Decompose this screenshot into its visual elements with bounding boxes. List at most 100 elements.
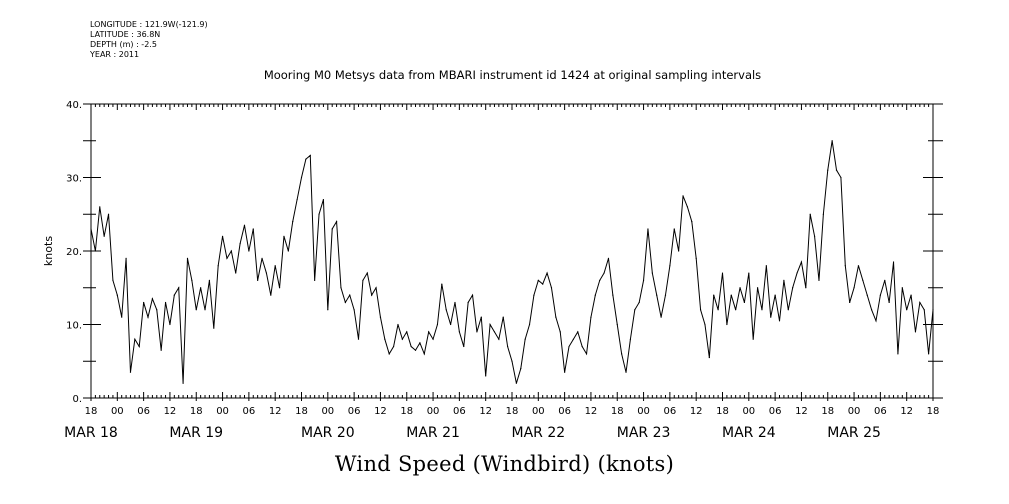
data-point xyxy=(923,309,925,311)
x-tick-label: 18 xyxy=(506,406,519,417)
data-point xyxy=(695,257,697,259)
data-point xyxy=(432,338,434,340)
data-point xyxy=(844,265,846,267)
data-point xyxy=(498,338,500,340)
data-point xyxy=(875,320,877,322)
data-point xyxy=(783,279,785,281)
data-point xyxy=(840,176,842,179)
data-point xyxy=(520,368,522,370)
data-point xyxy=(103,235,105,237)
x-tick-label: 12 xyxy=(269,406,282,417)
data-point xyxy=(414,349,417,351)
data-point xyxy=(195,309,197,311)
data-point xyxy=(835,169,838,171)
data-point xyxy=(507,345,509,348)
data-point xyxy=(217,265,219,267)
wind-speed-series-line xyxy=(90,140,934,384)
data-point xyxy=(765,265,767,267)
metadata-block: LONGITUDE : 121.9W(-121.9) LATITUDE : 36… xyxy=(90,20,208,60)
data-point xyxy=(879,294,881,296)
data-point xyxy=(568,345,570,348)
data-point xyxy=(485,375,487,377)
data-point xyxy=(397,323,399,326)
data-point xyxy=(673,228,675,230)
data-point xyxy=(375,287,377,289)
data-point xyxy=(621,353,623,355)
x-tick-label: 12 xyxy=(585,406,598,417)
data-point xyxy=(335,221,338,223)
data-point xyxy=(134,338,136,340)
x-day-label: MAR 21 xyxy=(406,425,460,441)
y-tick-label: 40. xyxy=(66,100,82,111)
year-text: YEAR : 2011 xyxy=(90,50,140,59)
data-point xyxy=(594,294,596,296)
data-point xyxy=(809,213,811,215)
x-tick-label: 00 xyxy=(742,406,755,417)
data-point xyxy=(99,206,101,208)
data-point xyxy=(164,301,167,304)
data-point xyxy=(160,349,162,351)
data-point xyxy=(533,294,535,296)
y-tick-label: 30. xyxy=(66,174,82,185)
data-point xyxy=(454,301,456,304)
data-point xyxy=(748,272,750,274)
data-point xyxy=(314,279,316,281)
data-point xyxy=(213,327,215,329)
data-point xyxy=(423,353,425,355)
data-point xyxy=(664,294,667,296)
y-tick-label: 20. xyxy=(66,247,82,258)
data-point xyxy=(502,316,504,318)
data-point xyxy=(511,360,513,362)
data-point xyxy=(300,176,303,179)
data-point xyxy=(322,198,325,201)
data-point xyxy=(467,301,469,304)
data-point xyxy=(537,279,539,281)
data-point xyxy=(634,309,636,311)
x-tick-label: 00 xyxy=(848,406,861,417)
data-point xyxy=(796,272,798,274)
data-point xyxy=(739,287,741,289)
data-point xyxy=(410,345,412,348)
data-point xyxy=(800,261,803,263)
data-point xyxy=(353,309,355,311)
data-point xyxy=(625,371,627,373)
data-point xyxy=(441,283,443,285)
data-point xyxy=(542,283,544,285)
data-point xyxy=(480,316,482,318)
data-point xyxy=(392,345,395,348)
data-point xyxy=(656,294,658,296)
data-point xyxy=(678,250,680,252)
data-point xyxy=(200,287,202,289)
data-point xyxy=(524,338,526,340)
data-point xyxy=(647,228,649,230)
x-axis-label: Wind Speed (Windbird) (knots) xyxy=(334,452,675,476)
x-day-label: MAR 22 xyxy=(511,425,565,441)
data-point xyxy=(476,331,478,333)
data-point xyxy=(292,221,294,223)
data-point xyxy=(125,257,127,259)
data-point xyxy=(428,331,430,333)
y-tick-label: 0. xyxy=(72,394,82,405)
x-day-label: MAR 25 xyxy=(827,425,881,441)
x-tick-label: 00 xyxy=(216,406,229,417)
data-point xyxy=(770,316,772,318)
data-point xyxy=(559,331,561,333)
data-point xyxy=(178,287,180,289)
data-point xyxy=(778,320,781,322)
data-point xyxy=(419,342,421,344)
data-point xyxy=(735,309,737,311)
data-point xyxy=(112,279,114,281)
data-point xyxy=(792,287,794,289)
x-tick-label: 18 xyxy=(611,406,624,417)
data-point xyxy=(721,272,724,274)
data-point xyxy=(261,257,263,259)
chart-title: Mooring M0 Metsys data from MBARI instru… xyxy=(263,68,762,82)
data-point xyxy=(296,198,298,201)
data-point xyxy=(928,353,930,355)
data-point xyxy=(888,301,890,304)
x-tick-label: 18 xyxy=(927,406,940,417)
x-tick-label: 06 xyxy=(453,406,466,417)
x-tick-label: 00 xyxy=(111,406,124,417)
x-day-label: MAR 23 xyxy=(617,425,671,441)
y-axis-label: knots xyxy=(42,236,55,266)
